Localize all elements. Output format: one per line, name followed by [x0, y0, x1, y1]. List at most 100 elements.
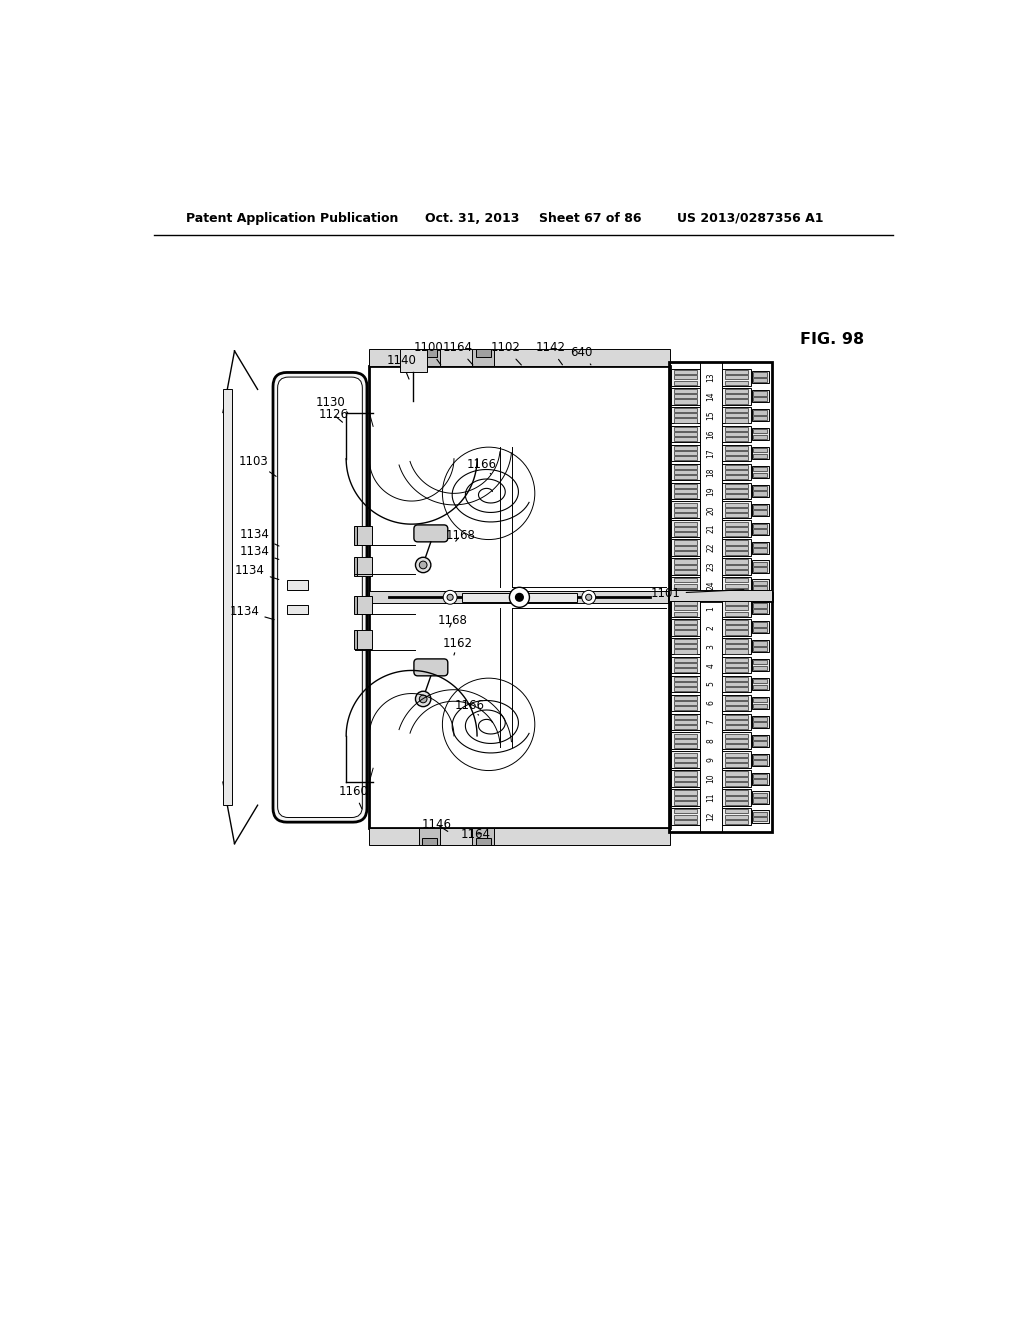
Bar [725, 639, 749, 643]
Bar [472, 829, 494, 845]
Bar [725, 475, 749, 479]
Bar [752, 772, 769, 785]
Bar [674, 570, 697, 574]
Bar [754, 698, 767, 702]
Bar [674, 809, 697, 813]
Bar [674, 494, 697, 498]
Bar [674, 432, 697, 437]
Bar [754, 372, 767, 376]
Bar [725, 796, 749, 800]
Bar [754, 799, 767, 803]
Bar [754, 685, 767, 689]
Text: US 2013/0287356 A1: US 2013/0287356 A1 [677, 213, 823, 224]
Bar [674, 446, 697, 450]
Bar [725, 389, 749, 393]
Bar [752, 541, 769, 554]
Bar [671, 771, 700, 787]
Bar [671, 558, 700, 576]
Bar [287, 581, 308, 590]
Text: 640: 640 [570, 346, 593, 364]
Bar [674, 545, 697, 550]
Bar [754, 642, 767, 645]
Bar [674, 771, 697, 776]
Bar [754, 704, 767, 708]
Bar [472, 350, 494, 367]
Bar [671, 502, 700, 519]
Bar [725, 606, 749, 610]
Bar [754, 678, 767, 684]
Bar [674, 791, 697, 795]
Bar [754, 622, 767, 627]
Bar [725, 503, 749, 507]
Bar [754, 378, 767, 383]
Text: 1102: 1102 [490, 342, 521, 366]
Text: 19: 19 [707, 486, 716, 496]
Text: 6: 6 [707, 701, 716, 705]
Text: 1100: 1100 [414, 342, 443, 364]
Text: 11: 11 [707, 793, 716, 803]
Bar [671, 520, 700, 537]
Bar [722, 676, 752, 693]
Bar [674, 589, 697, 593]
Bar [669, 590, 772, 601]
Text: 24: 24 [707, 581, 716, 590]
Bar [674, 583, 697, 587]
Bar [370, 591, 670, 603]
Bar [725, 701, 749, 705]
Text: FIG. 98: FIG. 98 [801, 331, 864, 347]
Bar [223, 389, 232, 805]
Bar [671, 445, 700, 462]
Bar [674, 426, 697, 432]
Bar [722, 388, 752, 404]
Bar [674, 601, 697, 606]
Bar [674, 744, 697, 748]
Bar [722, 694, 752, 711]
Bar [722, 463, 752, 480]
Bar [671, 676, 700, 693]
Text: 4: 4 [707, 663, 716, 668]
Bar [674, 527, 697, 531]
Bar [722, 751, 752, 768]
Bar [725, 565, 749, 569]
Bar [355, 631, 373, 649]
Text: 3: 3 [707, 644, 716, 648]
Bar [674, 725, 697, 729]
Bar [674, 465, 697, 469]
Bar [725, 370, 749, 375]
Bar [671, 694, 700, 711]
Bar [725, 583, 749, 587]
Bar [725, 657, 749, 663]
Bar [422, 837, 437, 845]
Bar [725, 744, 749, 748]
Bar [674, 639, 697, 643]
Bar [754, 609, 767, 614]
Bar [674, 508, 697, 512]
Text: 13: 13 [707, 372, 716, 381]
Bar [725, 451, 749, 455]
Bar [674, 532, 697, 536]
Bar [475, 350, 490, 358]
Bar [722, 714, 752, 730]
Text: 1162: 1162 [442, 638, 473, 655]
Bar [752, 622, 769, 634]
Bar [674, 820, 697, 824]
Bar [725, 820, 749, 824]
Bar [754, 735, 767, 741]
Bar [752, 371, 769, 383]
Bar [674, 380, 697, 384]
Bar [725, 776, 749, 781]
Bar [475, 837, 490, 845]
Bar [754, 473, 767, 477]
Bar [752, 659, 769, 672]
Bar [725, 752, 749, 756]
Bar [674, 781, 697, 785]
Bar [754, 397, 767, 401]
Bar [754, 722, 767, 727]
Bar [752, 640, 769, 652]
Bar [674, 814, 697, 818]
Bar [752, 697, 769, 709]
Bar [725, 437, 749, 441]
Bar [354, 557, 357, 576]
Text: 23: 23 [707, 562, 716, 572]
Text: 22: 22 [707, 543, 716, 552]
